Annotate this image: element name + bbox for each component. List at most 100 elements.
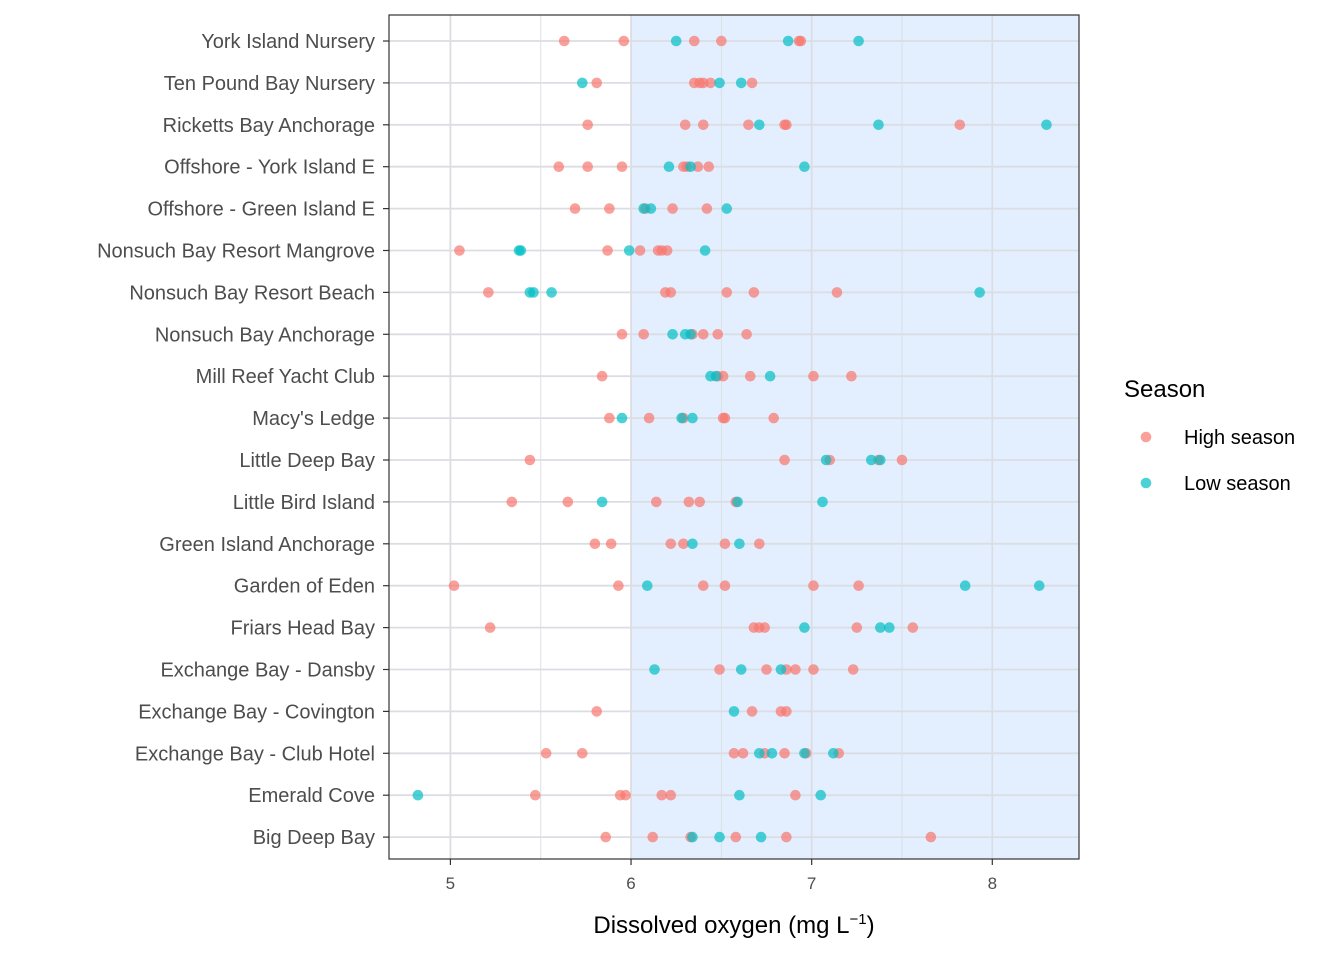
y-tick-label: Nonsuch Bay Resort Beach (129, 282, 375, 304)
low-season-point (755, 831, 767, 843)
high-season-point (483, 287, 494, 298)
high-season-point (620, 789, 631, 801)
high-season-point (558, 35, 570, 47)
low-season-point (687, 538, 698, 550)
high-season-point (748, 287, 760, 298)
high-season-point (851, 622, 863, 633)
low-season-point (775, 664, 787, 675)
high-season-point (540, 748, 552, 759)
high-season-point (746, 77, 758, 89)
low-season-point (546, 287, 557, 298)
low-season-point (641, 580, 653, 591)
low-season-point (799, 622, 810, 633)
high-season-point (790, 789, 801, 801)
high-season-point (808, 664, 819, 675)
panel-border (388, 14, 1080, 860)
high-season-point (846, 370, 857, 382)
high-season-point (721, 287, 733, 298)
low-season-point (728, 706, 740, 717)
y-tick-label: Nonsuch Bay Anchorage (155, 324, 375, 346)
y-tick-label: Emerald Cove (248, 785, 375, 807)
legend-label-high-season: High season (1184, 427, 1295, 449)
low-season-point (820, 454, 832, 466)
high-season-point (647, 831, 659, 843)
high-season-point (737, 748, 749, 759)
low-season-point (732, 496, 743, 508)
low-season-point (1033, 580, 1045, 591)
high-season-point (661, 245, 673, 256)
high-season-point (638, 329, 649, 340)
low-season-point (412, 789, 424, 801)
low-season-point (873, 119, 884, 131)
high-season-point (714, 664, 725, 675)
y-tick-label: Little Deep Bay (239, 450, 375, 472)
low-season-point (815, 789, 827, 801)
high-season-point (524, 454, 536, 466)
y-tick-label: Exchange Bay - Club Hotel (135, 743, 375, 765)
high-season-point (744, 370, 756, 382)
low-season-point (782, 35, 794, 47)
low-season-point (766, 748, 778, 759)
high-season-point (604, 412, 615, 424)
x-tick-label: 8 (988, 874, 997, 893)
low-season-point (576, 77, 588, 89)
x-tick-label: 7 (807, 874, 816, 893)
high-season-point (616, 161, 628, 172)
high-season-point (454, 245, 465, 256)
high-season-point (847, 664, 859, 675)
high-season-point (719, 538, 731, 550)
low-season-point (714, 77, 725, 89)
low-season-point (623, 245, 635, 256)
high-season-point (678, 538, 689, 550)
high-season-point (790, 664, 801, 675)
high-season-point (667, 203, 678, 214)
high-season-point (743, 119, 754, 131)
high-season-point (569, 203, 581, 214)
high-season-point (688, 35, 700, 47)
y-tick-label: Nonsuch Bay Resort Mangrove (97, 241, 375, 263)
low-season-point (799, 748, 810, 759)
high-season-point (779, 454, 790, 466)
low-season-point (828, 748, 839, 759)
low-season-point (734, 538, 745, 550)
low-season-point (734, 789, 745, 801)
high-season-point (719, 412, 731, 424)
low-season-point (753, 119, 765, 131)
low-season-point (649, 664, 660, 675)
high-season-point (697, 119, 709, 131)
high-season-point (562, 496, 574, 508)
high-season-point (576, 748, 588, 759)
high-season-point (602, 245, 613, 256)
low-season-point (645, 203, 657, 214)
high-season-point (781, 831, 792, 843)
low-season-point (667, 329, 678, 340)
low-season-point (764, 370, 776, 382)
high-season-point (705, 77, 716, 89)
low-season-point (663, 161, 675, 172)
low-season-point (616, 412, 628, 424)
high-season-point (582, 119, 593, 131)
low-season-point (817, 496, 828, 508)
high-season-point (759, 622, 771, 633)
high-season-point (613, 580, 624, 591)
high-season-point (605, 538, 617, 550)
y-tick-label: Exchange Bay - Dansby (160, 660, 375, 682)
y-tick-label: Ricketts Bay Anchorage (163, 115, 375, 137)
high-season-point (768, 412, 780, 424)
low-season-point (1041, 119, 1052, 131)
low-season-point (884, 622, 895, 633)
high-season-point (779, 748, 790, 759)
legend: Season High season Low season (1124, 376, 1295, 495)
low-season-point (753, 748, 765, 759)
high-season-point (651, 496, 662, 508)
high-season-point (616, 329, 628, 340)
high-season-point (753, 538, 765, 550)
x-tick-label: 5 (446, 874, 455, 893)
y-tick-label: Macy's Ledge (252, 408, 375, 430)
y-tick-label: Offshore - York Island E (164, 157, 375, 179)
high-season-point (582, 161, 593, 172)
high-season-point (781, 119, 792, 131)
high-season-point (954, 119, 966, 131)
y-tick-label: Green Island Anchorage (159, 534, 375, 556)
low-season-point (515, 245, 527, 256)
